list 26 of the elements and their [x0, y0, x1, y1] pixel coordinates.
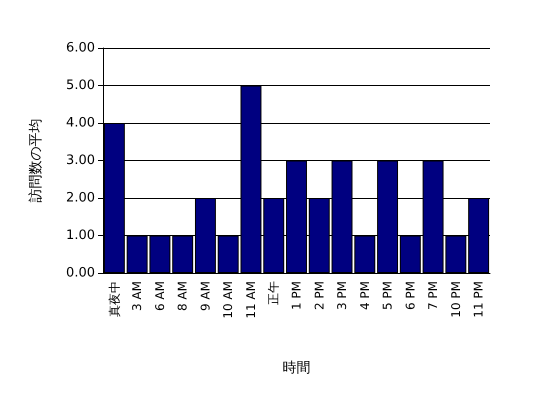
x-tick-label: 11 AM: [244, 281, 258, 319]
x-tick-label: 6 AM: [152, 281, 167, 312]
y-tick-label: 5.00: [66, 78, 95, 93]
x-tick-label: 3 AM: [130, 281, 144, 312]
x-tick-label: 8 AM: [176, 281, 190, 312]
y-tick-label: 4.00: [66, 116, 95, 130]
y-axis-title: 訪問数の平均: [28, 118, 44, 202]
x-tick-label: 真夜中: [107, 281, 122, 317]
y-tick-label: 6.00: [66, 40, 95, 56]
y-tick-label: 0.00: [66, 266, 95, 280]
x-tick-label: 3 PM: [335, 281, 350, 310]
x-tick-label: 11 PM: [472, 281, 486, 318]
y-tick-label: 1.00: [66, 228, 95, 243]
x-tick-label: 10 AM: [221, 281, 236, 319]
y-tick-label: 3.00: [66, 153, 95, 168]
x-tick-label: 4 PM: [358, 281, 372, 310]
x-tick-label: 正午: [266, 281, 281, 305]
x-tick-label: 7 PM: [426, 281, 440, 310]
x-tick-label: 10 PM: [448, 281, 463, 318]
y-tick-label: 2.00: [66, 190, 95, 206]
x-tick-label: 9 AM: [198, 281, 212, 312]
x-tick-label: 2 PM: [312, 281, 326, 310]
x-tick-label: 1 PM: [290, 281, 304, 310]
x-tick-label: 5 PM: [380, 281, 395, 310]
x-axis-title: 時間: [282, 360, 310, 376]
x-tick-label: 6 PM: [403, 281, 418, 310]
